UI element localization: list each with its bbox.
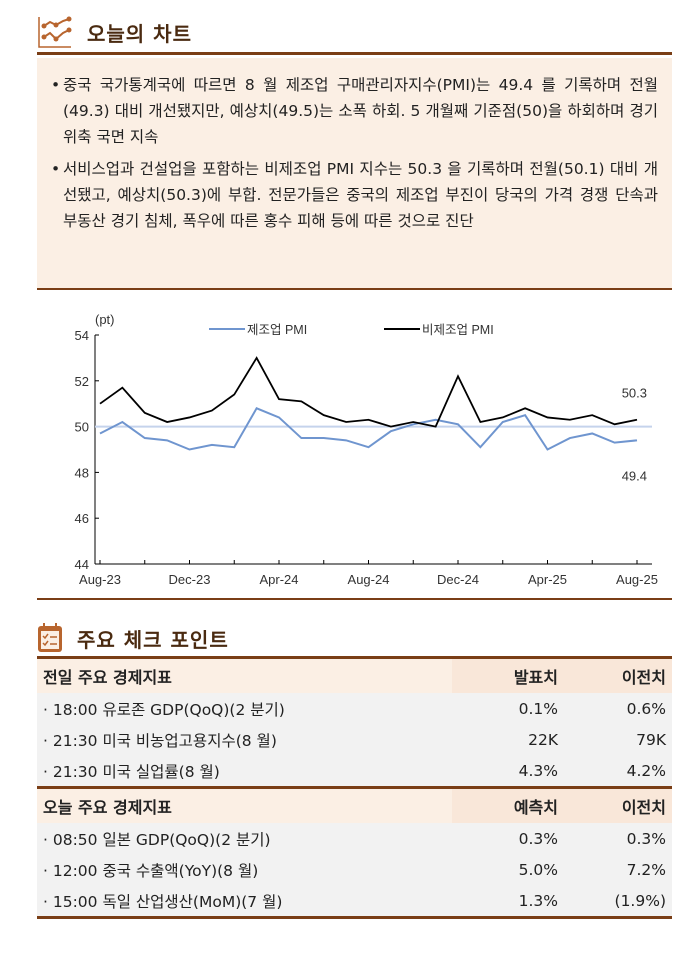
- actual-value: 4.3%: [452, 755, 564, 788]
- header-cell: 발표치: [452, 659, 564, 693]
- table-row: · 15:00 독일 산업생산(MoM)(7 월) 1.3% (1.9%): [37, 885, 672, 919]
- bullet-text: 서비스업과 건설업을 포함하는 비제조업 PMI 지수는 50.3 을 기록하며…: [63, 160, 658, 230]
- y-tick-label: 54: [75, 328, 89, 343]
- previous-value: 0.6%: [564, 693, 672, 724]
- table-row: · 21:30 미국 실업률(8 월) 4.3% 4.2%: [37, 755, 672, 788]
- indicator-name: · 18:00 유로존 GDP(QoQ)(2 분기): [37, 693, 452, 724]
- indicator-name: · 08:50 일본 GDP(QoQ)(2 분기): [37, 823, 452, 854]
- header-cell: 이전치: [564, 659, 672, 693]
- checklist-calendar-icon: [38, 623, 62, 652]
- section-header-checkpoints: 주요 체크 포인트: [37, 620, 672, 659]
- legend-label: 비제조업 PMI: [422, 323, 494, 337]
- section-header-chart: 오늘의 차트: [37, 12, 672, 55]
- table-row: · 08:50 일본 GDP(QoQ)(2 분기) 0.3% 0.3%: [37, 823, 672, 854]
- chart-svg: 44 46 48 50 52 54 Aug-23 Dec-23 Apr-24 Aug-24 Dec-…: [75, 312, 658, 587]
- y-tick-label: 50: [75, 420, 89, 435]
- summary-bullet: • 중국 국가통계국에 따르면 8 월 제조업 구매관리자지수(PMI)는 49.…: [51, 72, 658, 150]
- section-title: 주요 체크 포인트: [77, 627, 229, 652]
- x-tick-label: Apr-24: [259, 572, 298, 587]
- x-tick-label: Dec-24: [437, 572, 479, 587]
- y-tick-label: 44: [75, 557, 89, 572]
- table-row: · 12:00 중국 수출액(YoY)(8 월) 5.0% 7.2%: [37, 854, 672, 885]
- header-cell: 예측치: [452, 786, 564, 823]
- y-tick-label: 48: [75, 465, 89, 480]
- previous-value: 0.3%: [564, 823, 672, 854]
- series-line: [99, 407, 638, 451]
- actual-value: 22K: [452, 724, 564, 755]
- table-row: · 18:00 유로존 GDP(QoQ)(2 분기) 0.1% 0.6%: [37, 693, 672, 724]
- header-cell: 전일 주요 경제지표: [37, 659, 452, 693]
- forecast-value: 5.0%: [452, 854, 564, 885]
- line-chart-icon: [38, 16, 72, 48]
- y-axis-unit: (pt): [95, 312, 115, 327]
- table-header: 전일 주요 경제지표 발표치 이전치: [37, 659, 672, 693]
- forecast-value: 0.3%: [452, 823, 564, 854]
- end-value-label: 50.3: [622, 386, 647, 401]
- summary-bullet: • 서비스업과 건설업을 포함하는 비제조업 PMI 지수는 50.3 을 기록하…: [51, 156, 658, 234]
- x-tick-label: Apr-25: [528, 572, 567, 587]
- forecast-value: 1.3%: [452, 885, 564, 919]
- indicator-name: · 15:00 독일 산업생산(MoM)(7 월): [37, 885, 452, 919]
- actual-value: 0.1%: [452, 693, 564, 724]
- x-tick-label: Aug-25: [616, 572, 658, 587]
- x-tick-label: Dec-23: [169, 572, 211, 587]
- table-row: · 21:30 미국 비농업고용지수(8 월) 22K 79K: [37, 724, 672, 755]
- indicator-table: 전일 주요 경제지표 발표치 이전치 · 18:00 유로존 GDP(QoQ)(…: [37, 659, 672, 919]
- section-title: 오늘의 차트: [87, 21, 192, 46]
- end-value-label: 49.4: [622, 468, 647, 483]
- x-tick-label: Aug-24: [348, 572, 390, 587]
- y-tick-label: 46: [75, 511, 89, 526]
- y-tick-label: 52: [75, 374, 89, 389]
- header-cell: 오늘 주요 경제지표: [37, 786, 452, 823]
- legend-label: 제조업 PMI: [247, 323, 307, 337]
- previous-value: 7.2%: [564, 854, 672, 885]
- x-tick-label: Aug-23: [79, 572, 121, 587]
- previous-value: 4.2%: [564, 755, 672, 788]
- pmi-chart: 44 46 48 50 52 54 Aug-23 Dec-23 Apr-24 Aug-24 Dec-…: [37, 300, 672, 600]
- table-header: 오늘 주요 경제지표 예측치 이전치: [37, 786, 672, 823]
- previous-value: (1.9%): [564, 885, 672, 919]
- series-line: [99, 356, 638, 428]
- indicator-name: · 12:00 중국 수출액(YoY)(8 월): [37, 854, 452, 885]
- indicator-name: · 21:30 미국 실업률(8 월): [37, 755, 452, 788]
- header-cell: 이전치: [564, 786, 672, 823]
- summary-box: • 중국 국가통계국에 따르면 8 월 제조업 구매관리자지수(PMI)는 49.…: [37, 58, 672, 290]
- indicator-name: · 21:30 미국 비농업고용지수(8 월): [37, 724, 452, 755]
- previous-value: 79K: [564, 724, 672, 755]
- bullet-text: 중국 국가통계국에 따르면 8 월 제조업 구매관리자지수(PMI)는 49.4…: [63, 76, 658, 146]
